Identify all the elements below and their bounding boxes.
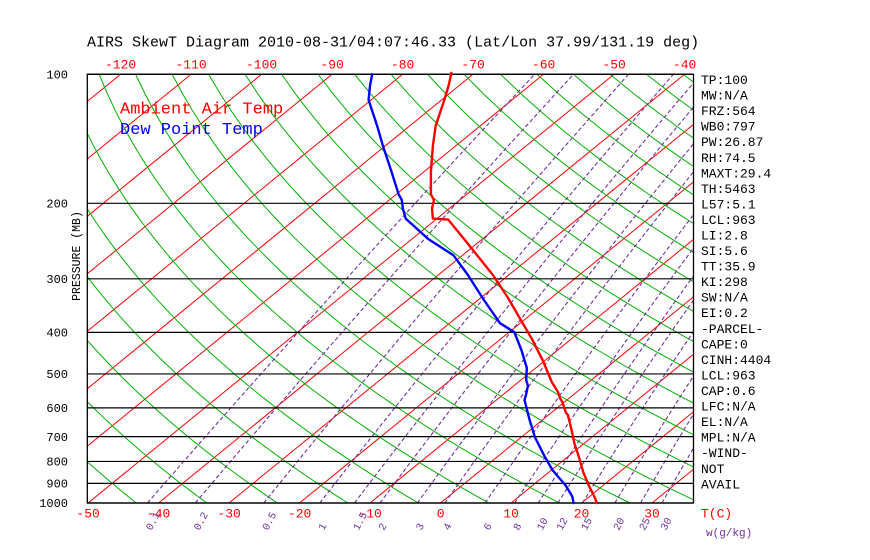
svg-text:-PARCEL-: -PARCEL- bbox=[701, 322, 763, 337]
svg-text:600: 600 bbox=[46, 402, 68, 416]
svg-text:RH:74.5: RH:74.5 bbox=[701, 151, 756, 166]
svg-text:TH:5463: TH:5463 bbox=[701, 182, 756, 197]
svg-text:900: 900 bbox=[46, 478, 68, 492]
svg-text:-50: -50 bbox=[76, 507, 99, 522]
svg-text:w(g/kg): w(g/kg) bbox=[706, 528, 752, 540]
svg-text:3: 3 bbox=[414, 522, 428, 533]
svg-text:EI:0.2: EI:0.2 bbox=[701, 306, 748, 321]
svg-text:NOT: NOT bbox=[701, 462, 725, 477]
svg-text:SI:5.6: SI:5.6 bbox=[701, 244, 748, 259]
svg-text:-60: -60 bbox=[532, 58, 555, 73]
svg-text:Dew Point Temp: Dew Point Temp bbox=[120, 121, 263, 140]
svg-text:30: 30 bbox=[659, 516, 676, 533]
svg-text:20: 20 bbox=[612, 516, 629, 533]
svg-text:LI:2.8: LI:2.8 bbox=[701, 229, 748, 244]
svg-text:CAP:0.6: CAP:0.6 bbox=[701, 384, 756, 399]
svg-text:MW:N/A: MW:N/A bbox=[701, 89, 748, 104]
svg-text:MPL:N/A: MPL:N/A bbox=[701, 431, 756, 446]
svg-text:1: 1 bbox=[317, 522, 331, 533]
svg-text:KI:298: KI:298 bbox=[701, 275, 748, 290]
svg-text:PRESSURE (MB): PRESSURE (MB) bbox=[71, 211, 84, 301]
svg-text:AIRS SkewT Diagram 2010-08-31/: AIRS SkewT Diagram 2010-08-31/04:07:46.3… bbox=[87, 35, 699, 52]
svg-text:TT:35.9: TT:35.9 bbox=[701, 260, 756, 275]
svg-text:FRZ:564: FRZ:564 bbox=[701, 104, 756, 119]
svg-text:EL:N/A: EL:N/A bbox=[701, 415, 748, 430]
svg-text:-30: -30 bbox=[217, 507, 240, 522]
svg-text:LFC:N/A: LFC:N/A bbox=[701, 400, 756, 415]
svg-text:MAXT:29.4: MAXT:29.4 bbox=[701, 166, 771, 181]
svg-text:AVAIL: AVAIL bbox=[701, 477, 740, 492]
svg-text:-110: -110 bbox=[175, 58, 206, 73]
svg-text:4: 4 bbox=[442, 522, 456, 533]
svg-text:700: 700 bbox=[46, 431, 68, 445]
svg-text:800: 800 bbox=[46, 456, 68, 470]
svg-text:-40: -40 bbox=[673, 58, 696, 73]
svg-text:LCL:963: LCL:963 bbox=[701, 213, 756, 228]
svg-text:L57:5.1: L57:5.1 bbox=[701, 197, 756, 212]
svg-text:TP:100: TP:100 bbox=[701, 73, 748, 88]
svg-text:500: 500 bbox=[46, 368, 68, 382]
svg-text:12: 12 bbox=[555, 516, 572, 533]
svg-text:1000: 1000 bbox=[39, 497, 68, 511]
svg-text:0.5: 0.5 bbox=[261, 511, 280, 533]
svg-text:8: 8 bbox=[512, 522, 526, 533]
svg-text:LCL:963: LCL:963 bbox=[701, 368, 756, 383]
svg-text:2: 2 bbox=[377, 522, 391, 533]
svg-text:300: 300 bbox=[46, 273, 68, 287]
svg-text:-120: -120 bbox=[105, 58, 136, 73]
svg-text:100: 100 bbox=[46, 69, 68, 83]
svg-text:-20: -20 bbox=[288, 507, 311, 522]
svg-text:10: 10 bbox=[535, 516, 552, 533]
svg-text:-80: -80 bbox=[391, 58, 414, 73]
svg-text:-50: -50 bbox=[602, 58, 625, 73]
svg-text:Ambient Air Temp: Ambient Air Temp bbox=[120, 101, 283, 120]
svg-text:400: 400 bbox=[46, 327, 68, 341]
svg-text:WB0:797: WB0:797 bbox=[701, 120, 756, 135]
svg-text:6: 6 bbox=[482, 522, 496, 533]
svg-text:CINH:4404: CINH:4404 bbox=[701, 353, 771, 368]
svg-text:0.2: 0.2 bbox=[192, 511, 211, 533]
svg-text:-100: -100 bbox=[246, 58, 277, 73]
svg-text:PW:26.87: PW:26.87 bbox=[701, 135, 763, 150]
svg-text:T(C): T(C) bbox=[701, 507, 732, 522]
svg-text:CAPE:0: CAPE:0 bbox=[701, 337, 748, 352]
svg-text:10: 10 bbox=[503, 507, 519, 522]
svg-text:SW:N/A: SW:N/A bbox=[701, 291, 748, 306]
svg-text:0: 0 bbox=[437, 507, 445, 522]
svg-text:200: 200 bbox=[46, 198, 68, 212]
svg-text:-70: -70 bbox=[461, 58, 484, 73]
svg-text:-WIND-: -WIND- bbox=[701, 446, 748, 461]
svg-text:-90: -90 bbox=[320, 58, 343, 73]
